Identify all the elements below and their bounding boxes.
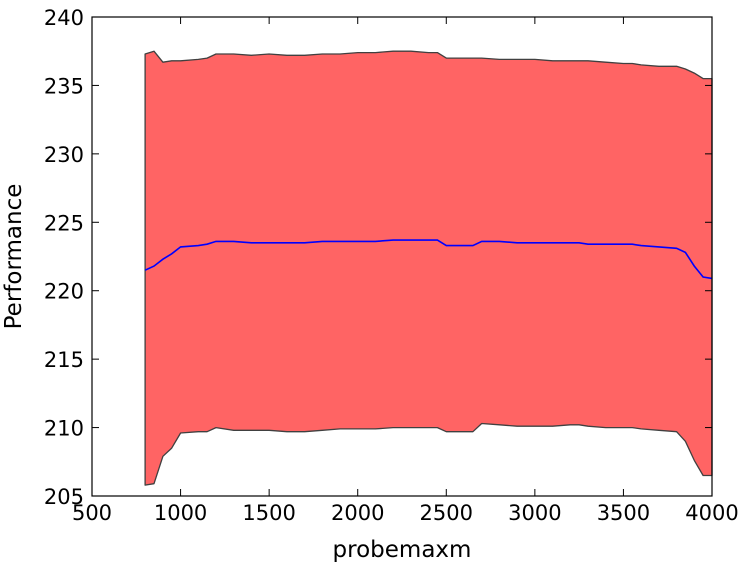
x-axis-label: probemaxm: [333, 537, 472, 563]
mean-line: [144, 239, 713, 280]
y-tick-label: 240: [44, 6, 84, 30]
confidence-band: [144, 50, 713, 486]
x-tick-label: 500: [72, 501, 112, 525]
y-axis-ticks: 205 210 215 220 225 230 235 240: [44, 6, 712, 509]
x-tick-label: 4000: [685, 501, 738, 525]
y-tick-label: 220: [44, 280, 84, 304]
y-axis-label: Performance: [1, 184, 27, 330]
y-tick-label: 235: [44, 74, 84, 98]
y-tick-label: 210: [44, 417, 84, 441]
x-tick-label: 1000: [154, 501, 207, 525]
x-axis-ticks: 500 1000 1500 2000 2500 3000 3500 4000: [72, 17, 739, 525]
plot-area: [144, 50, 713, 486]
y-tick-label: 215: [44, 348, 84, 372]
y-tick-label: 205: [44, 485, 84, 509]
x-tick-label: 3500: [597, 501, 650, 525]
x-tick-label: 1500: [242, 501, 295, 525]
x-tick-label: 3000: [508, 501, 561, 525]
y-tick-label: 230: [44, 143, 84, 167]
plot-frame: [91, 16, 713, 497]
y-tick-label: 225: [44, 211, 84, 235]
x-tick-label: 2500: [420, 501, 473, 525]
x-tick-label: 2000: [331, 501, 384, 525]
